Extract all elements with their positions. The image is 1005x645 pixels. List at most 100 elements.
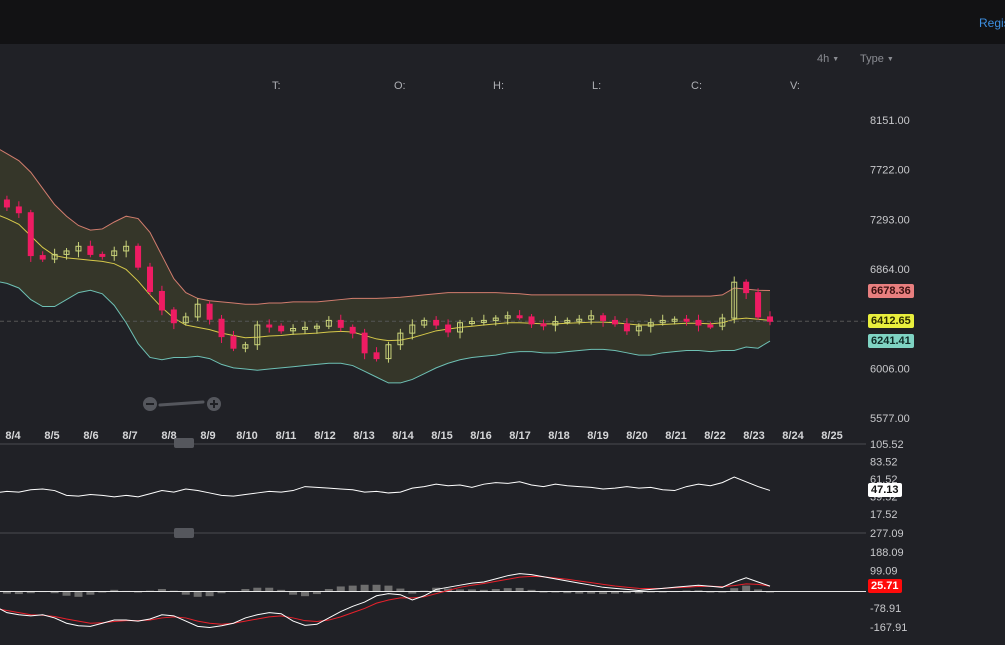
candle-up — [63, 250, 70, 255]
candle-up — [588, 315, 595, 320]
candle-up — [75, 245, 82, 252]
candle-up — [302, 326, 308, 330]
plus-icon — [213, 400, 215, 408]
date-tick-label: 8/5 — [44, 430, 59, 442]
candle-down — [170, 309, 177, 324]
bollinger-bands — [0, 149, 866, 384]
date-tick-label: 8/23 — [743, 430, 764, 442]
macd-histogram-bar — [682, 590, 691, 592]
date-tick-label: 8/12 — [314, 430, 335, 442]
interval-selector[interactable]: 4h ▼ — [817, 53, 839, 65]
price-tick-label: 6006.00 — [870, 363, 910, 375]
candle-down — [433, 319, 440, 326]
macd-histogram-bar — [26, 591, 35, 594]
macd-tick-label: -78.91 — [870, 603, 901, 615]
macd-histogram-bar — [730, 588, 739, 592]
date-tick-label: 8/15 — [431, 430, 452, 442]
candle-up — [468, 321, 475, 325]
macd-histogram-bar — [479, 589, 488, 592]
macd-histogram-bar — [62, 591, 71, 596]
macd-histogram-bar — [50, 591, 59, 594]
candle-up — [254, 324, 261, 346]
candle-down — [707, 324, 714, 328]
candle-up — [290, 328, 297, 332]
candle-down — [695, 319, 702, 326]
candle-up — [123, 245, 130, 252]
rsi-tick-label: 17.52 — [870, 509, 898, 521]
candle-up — [313, 325, 320, 329]
top-navigation-bar: Regis — [0, 0, 1005, 44]
macd-tick-label: -167.91 — [870, 622, 907, 634]
candle-up — [552, 321, 559, 326]
candle-down — [600, 315, 607, 321]
interval-label: 4h — [817, 53, 830, 65]
candle-up — [409, 324, 416, 334]
candle-up — [719, 317, 726, 327]
candle-down — [540, 323, 547, 327]
candle-up — [421, 319, 428, 326]
zoom-slider-track[interactable] — [158, 400, 205, 407]
price-tick-label: 5577.00 — [870, 413, 910, 425]
candle-down — [135, 245, 142, 268]
candle-up — [325, 319, 332, 327]
macd-histogram-bar — [157, 588, 166, 592]
minus-icon — [146, 403, 154, 405]
macd-histogram-bar — [86, 591, 95, 595]
lower-band-value-tag: 6241.41 — [868, 334, 914, 348]
macd-histogram-bar — [336, 586, 345, 592]
macd-line — [0, 573, 771, 628]
date-tick-label: 8/7 — [122, 430, 137, 442]
middle-band-line — [0, 215, 771, 342]
chart-type-selector[interactable]: Type ▼ — [860, 53, 894, 65]
macd-histogram-bar — [599, 591, 608, 595]
macd-histogram-bar — [587, 591, 596, 594]
date-tick-label: 8/25 — [821, 430, 842, 442]
macd-histogram-bar — [253, 587, 262, 592]
macd-histogram-bar — [74, 591, 83, 597]
candle-up — [182, 316, 189, 324]
panel-resize-handle — [174, 438, 194, 448]
macd-histogram-bar — [467, 589, 476, 592]
candle-down — [206, 303, 213, 320]
candle-up — [480, 319, 487, 323]
candle-up — [635, 325, 642, 332]
date-tick-label: 8/16 — [470, 430, 491, 442]
price-axis: 8151.00 7722.00 7293.00 6864.00 6006.00 5577.… — [870, 115, 910, 425]
candle-up — [564, 319, 571, 323]
candle-down — [445, 324, 452, 333]
candle-down — [87, 245, 94, 255]
macd-histogram-bar — [742, 585, 751, 592]
macd-histogram-bar — [14, 591, 23, 595]
candle-up — [647, 322, 654, 327]
last-price-tag: 6412.65 — [868, 314, 914, 328]
macd-histogram-bar — [575, 591, 584, 594]
date-tick-label: 8/18 — [548, 430, 569, 442]
register-link[interactable]: Regis — [979, 16, 1005, 30]
candle-down — [99, 253, 106, 257]
lower-band-line — [0, 281, 771, 384]
date-tick-label: 8/14 — [392, 430, 414, 442]
macd-histogram-bar — [372, 584, 381, 592]
rsi-tick-label: 105.52 — [870, 439, 904, 451]
macd-tick-label: 188.09 — [870, 547, 904, 559]
date-tick-label: 8/6 — [83, 430, 98, 442]
macd-histogram-bar — [360, 584, 369, 592]
candle-up — [504, 315, 511, 319]
candle-down — [683, 318, 690, 322]
candle-down — [266, 324, 273, 328]
macd-histogram-bar — [384, 585, 393, 592]
candle-up — [659, 319, 666, 324]
ohlc-open-label: O: — [394, 80, 406, 92]
candle-down — [743, 281, 750, 294]
date-tick-label: 8/24 — [782, 430, 804, 442]
date-tick-label: 8/9 — [200, 430, 215, 442]
date-tick-label: 8/11 — [276, 430, 297, 442]
candle-up — [457, 322, 463, 333]
date-tick-label: 8/20 — [626, 430, 647, 442]
chevron-down-icon: ▼ — [832, 56, 840, 63]
macd-histogram-bar — [694, 590, 703, 592]
candle-up — [194, 303, 201, 318]
ohlc-close-label: C: — [691, 80, 702, 92]
